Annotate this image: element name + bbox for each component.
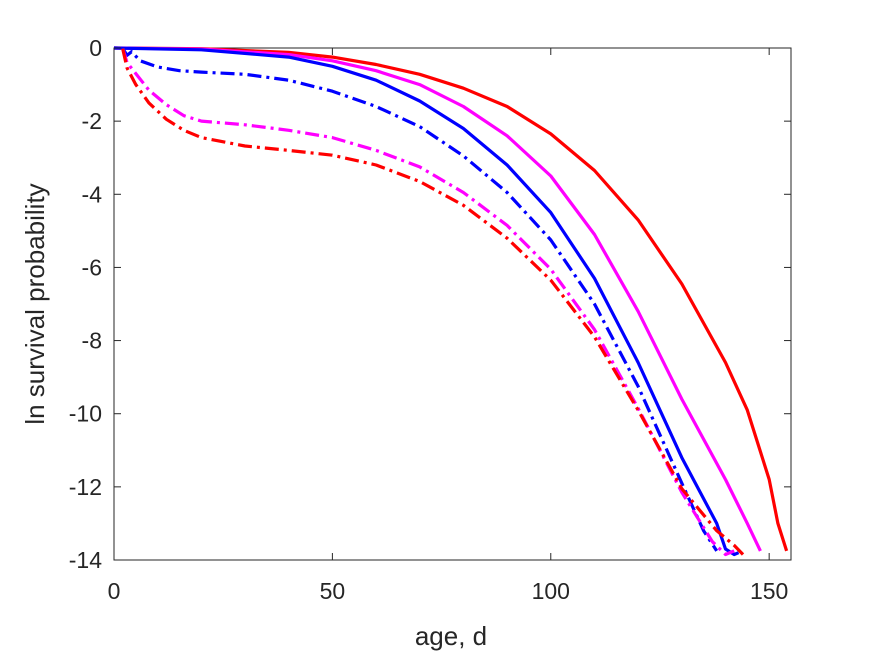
y-tick-label: -2 <box>82 108 102 134</box>
x-tick-label: 100 <box>532 578 570 604</box>
axes-frame <box>113 47 792 561</box>
series-line-6 <box>121 48 745 556</box>
x-axis-ticks: 0 50 100 150 <box>108 48 788 604</box>
y-tick-label: -14 <box>69 547 102 573</box>
series-line-4 <box>121 47 719 552</box>
series-line-2 <box>113 46 762 552</box>
x-tick-label: 0 <box>108 578 121 604</box>
y-tick-label: -8 <box>82 328 102 354</box>
y-tick-label: -6 <box>82 254 102 280</box>
y-axis-ticks: 0 -2 -4 -6 -8 -10 -12 -14 <box>69 35 791 573</box>
y-axis-title: ln survival probability <box>20 183 50 424</box>
y-tick-label: 0 <box>89 35 102 61</box>
plot-area-border <box>113 47 792 561</box>
series-layer <box>113 46 789 557</box>
y-tick-label: -12 <box>69 474 102 500</box>
y-tick-label: -10 <box>69 401 102 427</box>
x-tick-label: 150 <box>750 578 788 604</box>
x-axis-title: age, d <box>415 621 487 651</box>
x-tick-label: 50 <box>320 578 346 604</box>
y-tick-label: -4 <box>82 181 103 207</box>
series-line-1 <box>113 46 789 552</box>
